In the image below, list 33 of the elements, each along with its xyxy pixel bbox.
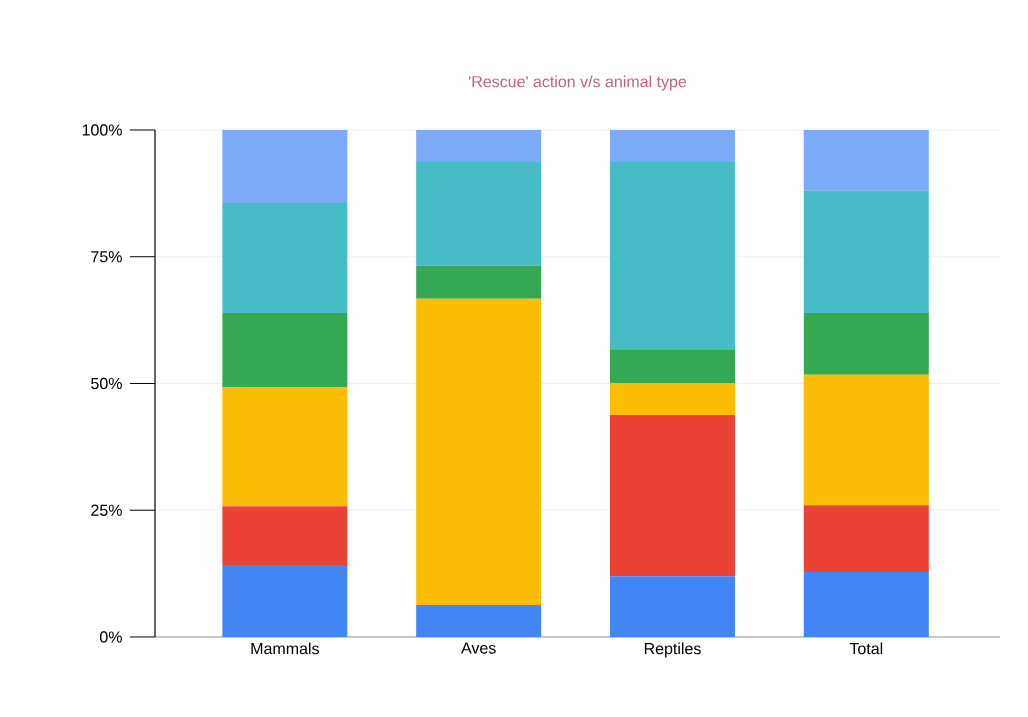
bar <box>803 190 929 314</box>
bar <box>416 298 542 606</box>
x-tick-label: Aves <box>461 642 496 654</box>
bar <box>416 265 542 299</box>
x-tick-label: Mammals <box>251 642 319 655</box>
bar <box>222 564 348 637</box>
bar <box>222 202 348 314</box>
bar <box>222 506 348 565</box>
bar <box>803 374 929 506</box>
bar <box>222 313 348 388</box>
chart-title: 'Rescue' action v/s animal type <box>468 75 687 91</box>
bar <box>609 414 735 577</box>
y-tick-label: 0% <box>99 631 122 643</box>
bar <box>609 576 735 637</box>
bar <box>803 505 929 573</box>
bar <box>609 350 735 383</box>
y-tick-label: 100% <box>82 124 122 136</box>
y-tick-label: 75% <box>91 251 122 263</box>
x-tick-label: Reptiles <box>644 642 701 658</box>
y-tick-label: 25% <box>91 504 122 516</box>
bar <box>609 129 735 162</box>
bar <box>803 129 929 191</box>
bar <box>416 129 542 162</box>
bar <box>609 382 735 415</box>
bar <box>803 572 929 637</box>
bar <box>416 161 542 266</box>
y-tick-label: 50% <box>91 377 122 390</box>
x-tick-label: Total <box>849 642 883 655</box>
bar <box>609 161 735 351</box>
bar <box>222 387 348 507</box>
bar <box>222 129 348 203</box>
bar <box>803 313 929 375</box>
bar <box>416 605 542 637</box>
